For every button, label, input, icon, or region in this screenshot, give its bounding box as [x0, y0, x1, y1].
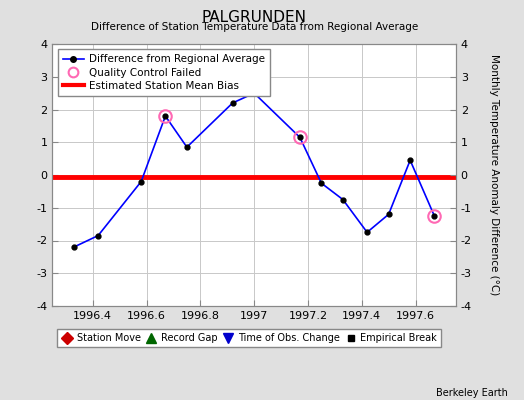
Legend: Station Move, Record Gap, Time of Obs. Change, Empirical Break: Station Move, Record Gap, Time of Obs. C…: [57, 329, 441, 347]
Text: Berkeley Earth: Berkeley Earth: [436, 388, 508, 398]
Text: Difference of Station Temperature Data from Regional Average: Difference of Station Temperature Data f…: [91, 22, 418, 32]
Text: PALGRUNDEN: PALGRUNDEN: [202, 10, 307, 25]
Y-axis label: Monthly Temperature Anomaly Difference (°C): Monthly Temperature Anomaly Difference (…: [488, 54, 498, 296]
